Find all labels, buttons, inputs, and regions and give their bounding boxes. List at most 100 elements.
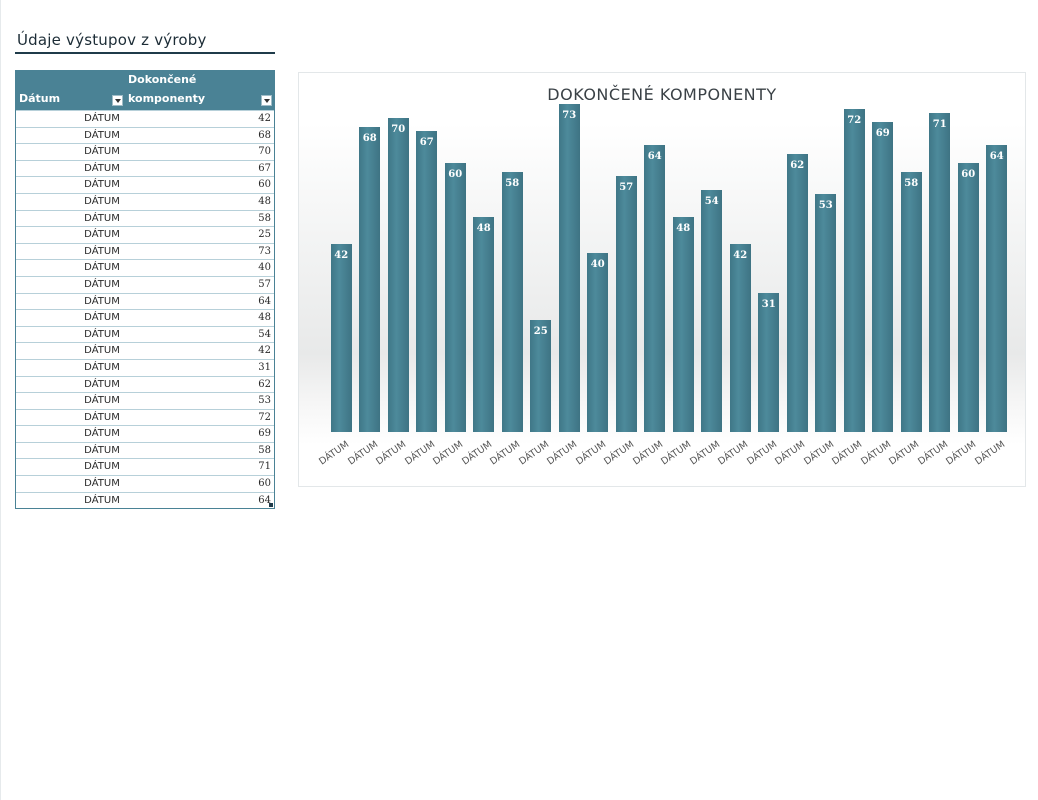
cell-value[interactable]: 48: [258, 195, 271, 207]
cell-value[interactable]: 25: [258, 229, 271, 241]
table-row[interactable]: DÁTUM 73: [16, 242, 274, 260]
cell-date[interactable]: DÁTUM: [84, 278, 120, 290]
table-row[interactable]: DÁTUM 31: [16, 358, 274, 376]
cell-date[interactable]: DÁTUM: [84, 345, 120, 357]
cell-value[interactable]: 70: [258, 146, 271, 158]
cell-date[interactable]: DÁTUM: [84, 262, 120, 274]
cell-value[interactable]: 68: [258, 129, 271, 141]
table-row[interactable]: DÁTUM 69: [16, 425, 274, 442]
bar[interactable]: [416, 131, 438, 432]
bar[interactable]: [729, 243, 751, 432]
filter-dropdown-icon[interactable]: [261, 95, 272, 106]
cell-value[interactable]: 42: [258, 345, 271, 357]
header-components-line1[interactable]: Dokončené: [128, 73, 197, 86]
cell-date[interactable]: DÁTUM: [84, 411, 120, 423]
cell-value[interactable]: 54: [258, 328, 271, 340]
bar[interactable]: [872, 122, 894, 432]
bar[interactable]: [986, 144, 1008, 432]
table-row[interactable]: DÁTUM 62: [16, 375, 274, 393]
cell-date[interactable]: DÁTUM: [84, 494, 120, 506]
cell-value[interactable]: 42: [258, 113, 271, 124]
bar[interactable]: [501, 171, 523, 432]
cell-value[interactable]: 53: [258, 395, 271, 407]
table-row[interactable]: DÁTUM 53: [16, 392, 274, 409]
filter-dropdown-icon[interactable]: [112, 95, 123, 106]
bar[interactable]: [929, 113, 951, 432]
cell-date[interactable]: DÁTUM: [84, 295, 120, 307]
table-row[interactable]: DÁTUM 42: [16, 342, 274, 359]
cell-date[interactable]: DÁTUM: [84, 444, 120, 456]
bar[interactable]: [786, 153, 808, 432]
cell-value[interactable]: 60: [258, 179, 271, 191]
table-row[interactable]: DÁTUM 60: [16, 475, 274, 492]
bar[interactable]: [530, 319, 552, 432]
bar[interactable]: [359, 126, 381, 432]
table-row[interactable]: DÁTUM 58: [16, 441, 274, 459]
cell-date[interactable]: DÁTUM: [84, 378, 120, 390]
cell-value[interactable]: 64: [258, 295, 271, 307]
table-row[interactable]: DÁTUM 64: [16, 292, 274, 310]
cell-date[interactable]: DÁTUM: [84, 162, 120, 174]
header-date[interactable]: Dátum: [19, 92, 61, 105]
cell-date[interactable]: DÁTUM: [84, 478, 120, 490]
cell-value[interactable]: 67: [258, 162, 271, 174]
cell-value[interactable]: 64: [258, 494, 271, 506]
table-row[interactable]: DÁTUM 67: [16, 159, 274, 177]
cell-value[interactable]: 40: [258, 262, 271, 274]
cell-date[interactable]: DÁTUM: [84, 212, 120, 224]
table-row[interactable]: DÁTUM 57: [16, 275, 274, 293]
cell-value[interactable]: 57: [258, 278, 271, 290]
table-row[interactable]: DÁTUM 71: [16, 458, 274, 475]
table-row[interactable]: DÁTUM 48: [16, 309, 274, 326]
cell-value[interactable]: 69: [258, 428, 271, 440]
table-row[interactable]: DÁTUM 48: [16, 192, 274, 210]
data-table[interactable]: Dátum Dokončené komponenty DÁTUM 42 DÁTUM 6…: [15, 70, 275, 510]
bar[interactable]: [701, 189, 723, 432]
bar[interactable]: [815, 194, 837, 432]
table-resize-handle[interactable]: [269, 503, 273, 507]
cell-date[interactable]: DÁTUM: [84, 245, 120, 257]
cell-date[interactable]: DÁTUM: [84, 195, 120, 207]
table-row[interactable]: DÁTUM 42: [16, 110, 274, 127]
table-row[interactable]: DÁTUM 72: [16, 408, 274, 426]
cell-date[interactable]: DÁTUM: [84, 328, 120, 340]
header-components-line2[interactable]: komponenty: [128, 92, 206, 105]
cell-date[interactable]: DÁTUM: [84, 179, 120, 191]
bar[interactable]: [473, 216, 495, 432]
bar[interactable]: [587, 252, 609, 432]
bar[interactable]: [387, 117, 409, 432]
bar-chart[interactable]: DOKONČENÉ KOMPONENTY 42 DÁTUM 68 DÁTUM 70 DÁT…: [298, 72, 1026, 487]
table-row[interactable]: DÁTUM 40: [16, 259, 274, 276]
bar[interactable]: [900, 171, 922, 432]
cell-date[interactable]: DÁTUM: [84, 361, 120, 373]
bar[interactable]: [444, 162, 466, 432]
cell-date[interactable]: DÁTUM: [84, 229, 120, 241]
cell-value[interactable]: 58: [258, 212, 271, 224]
cell-value[interactable]: 58: [258, 444, 271, 456]
bar[interactable]: [758, 292, 780, 432]
bar[interactable]: [672, 216, 694, 432]
cell-value[interactable]: 73: [258, 245, 271, 257]
table-row[interactable]: DÁTUM 64: [16, 491, 274, 509]
bar[interactable]: [644, 144, 666, 432]
cell-date[interactable]: DÁTUM: [84, 312, 120, 324]
cell-date[interactable]: DÁTUM: [84, 146, 120, 158]
cell-value[interactable]: 60: [258, 478, 271, 490]
cell-value[interactable]: 62: [258, 378, 271, 390]
table-row[interactable]: DÁTUM 70: [16, 143, 274, 160]
cell-date[interactable]: DÁTUM: [84, 129, 120, 141]
table-row[interactable]: DÁTUM 54: [16, 325, 274, 343]
bar[interactable]: [558, 104, 580, 432]
cell-value[interactable]: 48: [258, 312, 271, 324]
cell-date[interactable]: DÁTUM: [84, 395, 120, 407]
bar[interactable]: [957, 162, 979, 432]
bar[interactable]: [330, 243, 352, 432]
cell-date[interactable]: DÁTUM: [84, 428, 120, 440]
table-row[interactable]: DÁTUM 60: [16, 176, 274, 193]
table-row[interactable]: DÁTUM 25: [16, 226, 274, 243]
cell-date[interactable]: DÁTUM: [84, 113, 120, 124]
bar[interactable]: [843, 108, 865, 432]
table-row[interactable]: DÁTUM 68: [16, 126, 274, 144]
cell-value[interactable]: 31: [258, 361, 271, 373]
bar[interactable]: [615, 176, 637, 432]
